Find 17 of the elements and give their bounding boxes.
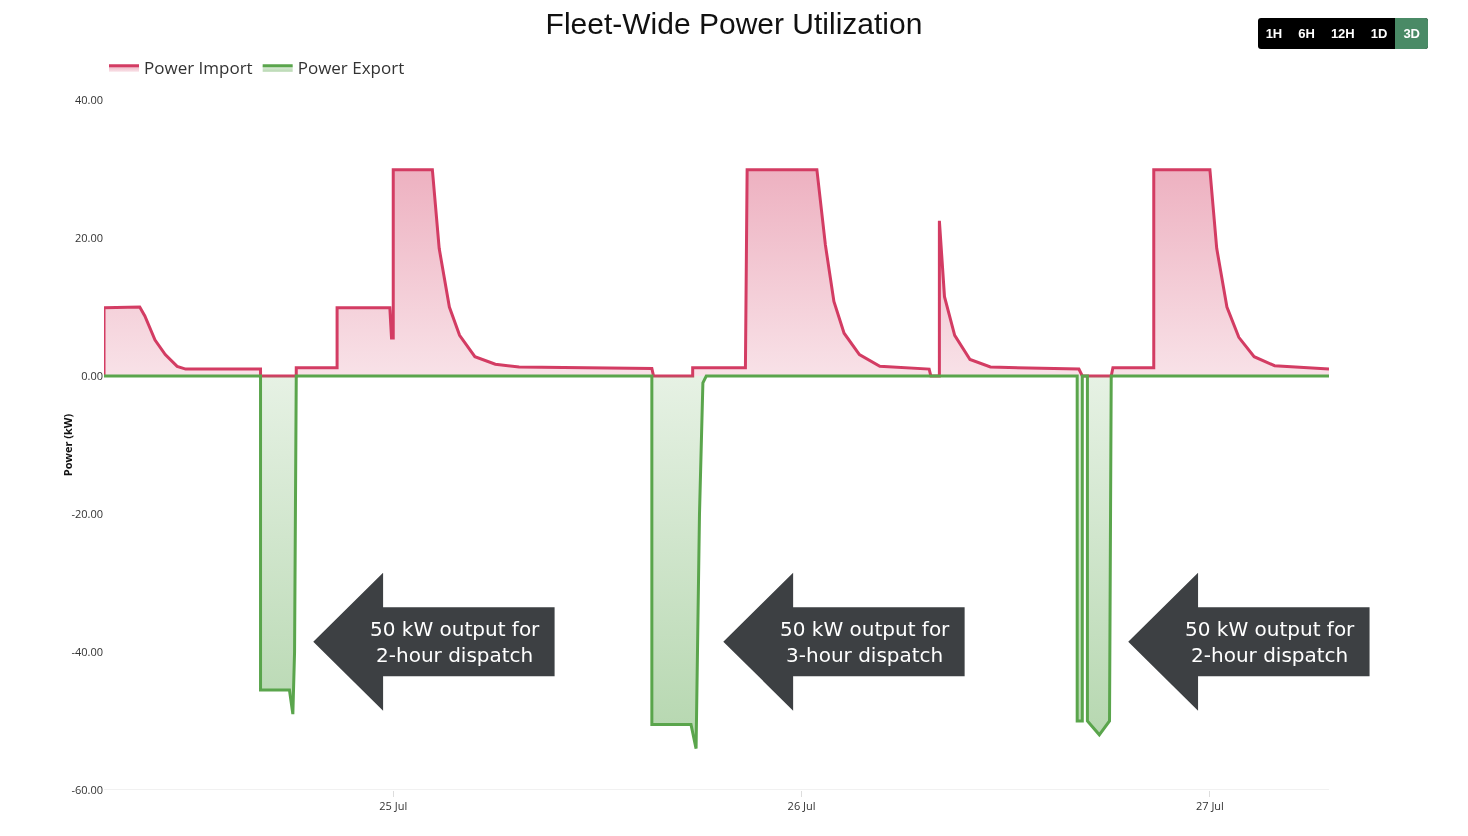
y-tick-label: 0.00 <box>81 367 103 383</box>
annotation: 50 kW output for 3-hour dispatch <box>780 617 951 667</box>
y-tick-label: -20.00 <box>71 505 103 521</box>
chart-title: Fleet-Wide Power Utilization <box>545 6 923 40</box>
y-tick-label: 40.00 <box>74 91 103 107</box>
annotation: 50 kW output for 2-hour dispatch <box>370 617 541 667</box>
annotation: 50 kW output for 2-hour dispatch <box>1185 617 1356 667</box>
y-tick-label: -60.00 <box>71 781 103 797</box>
x-tick-label: 25 Jul <box>379 798 408 814</box>
y-axis-title: Power (kW) <box>60 413 75 477</box>
legend-label: Power Export <box>297 56 405 80</box>
x-tick-label: 27 Jul <box>1195 798 1224 814</box>
y-tick-label: 20.00 <box>74 229 103 245</box>
legend-label: Power Import <box>144 56 253 80</box>
y-tick-label: -40.00 <box>71 643 103 659</box>
time-range-buttons: 1H 6H 12H 1D 3D <box>1257 18 1428 49</box>
x-tick-label: 26 Jul <box>787 798 816 814</box>
